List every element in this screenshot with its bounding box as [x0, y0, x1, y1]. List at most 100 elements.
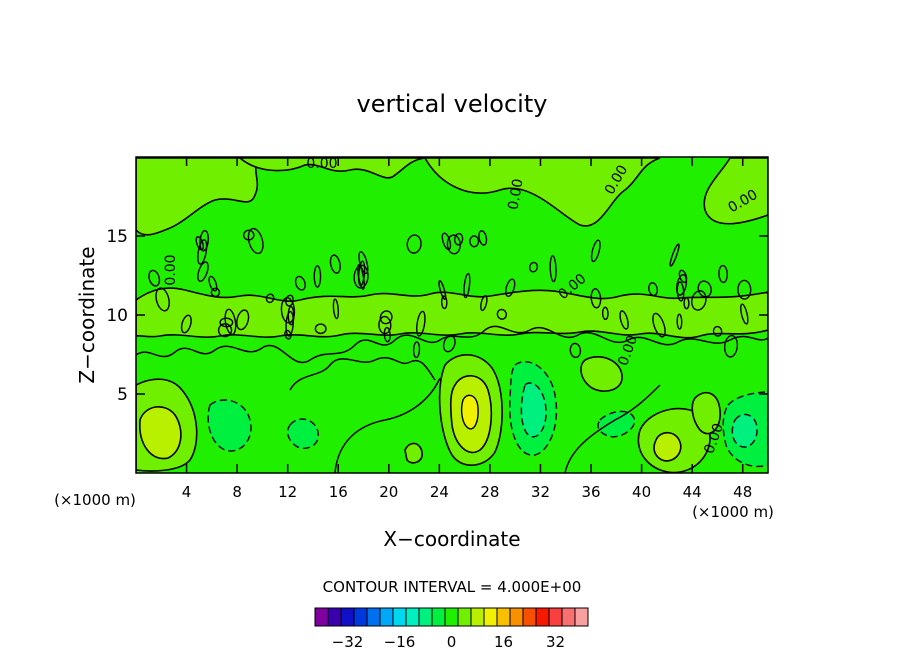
- weak-positive-region: [703, 157, 768, 225]
- zero-contour-line: [564, 384, 661, 473]
- colorbar-swatch: [548, 607, 563, 627]
- colorbar-swatch: [366, 607, 381, 627]
- zero-contour-line: [136, 325, 768, 364]
- strong-negative-region: [520, 382, 547, 438]
- colorbar-tick-label: −16: [384, 633, 416, 651]
- contour-loop: [285, 294, 294, 307]
- contour-loop: [691, 290, 707, 311]
- contour-field: [136, 157, 768, 473]
- weak-positive-region: [691, 391, 721, 435]
- contour-loop: [379, 310, 393, 325]
- weak-positive-region: [423, 157, 661, 227]
- y-tick-label: 10: [106, 306, 128, 326]
- weak-negative-region: [207, 399, 252, 452]
- contour-loop: [242, 229, 255, 241]
- contour-loop: [406, 234, 422, 254]
- contour-interval-label: CONTOUR INTERVAL = 4.000E+00: [323, 578, 582, 596]
- colorbar-ticks: −32 −16 0 16 32: [332, 633, 565, 651]
- colorbar-swatch: [340, 607, 355, 627]
- contour-loop: [683, 297, 690, 310]
- colorbar-tick-label: −32: [332, 633, 364, 651]
- contour-loop: [601, 306, 609, 321]
- weak-positive-region: [580, 356, 623, 392]
- colorbar-swatch: [483, 607, 498, 627]
- x-axis-label: X−coordinate: [383, 527, 520, 551]
- contour-loop: [619, 310, 629, 330]
- contour-loop: [197, 239, 208, 265]
- contour-loop: [441, 232, 452, 251]
- colorbar-swatch: [535, 607, 550, 627]
- contour-loop: [416, 310, 426, 337]
- contour-loop: [197, 261, 209, 282]
- x-tick-label: 8: [232, 483, 242, 501]
- colorbar-swatch: [405, 607, 420, 627]
- contour-loop: [332, 298, 340, 320]
- contour-loop: [329, 254, 341, 274]
- contour-loop: [505, 278, 516, 298]
- contour-loop: [549, 255, 557, 283]
- x-axis: 4 8 12 16 20 24 28 32 36 40 44 48: [182, 157, 752, 501]
- contour-loop: [463, 272, 471, 299]
- contour-loop: [195, 236, 204, 251]
- contour-loop: [478, 230, 488, 246]
- x-tick-label: 4: [182, 483, 192, 501]
- x-tick-label: 44: [683, 483, 702, 501]
- weak-positive-region: [404, 442, 423, 464]
- contour-loop: [378, 315, 392, 335]
- contour-loop: [590, 239, 601, 263]
- contour-loop: [718, 264, 729, 284]
- contour-loop: [676, 274, 688, 296]
- colorbar-swatch: [327, 607, 342, 627]
- contour-loop: [438, 280, 447, 300]
- contour-label: 0.00: [505, 178, 526, 211]
- contour-loop: [314, 323, 327, 335]
- x-tick-label: 24: [430, 483, 449, 501]
- contour-loop: [180, 314, 192, 334]
- colorbar-swatch: [574, 607, 589, 627]
- contour-loop: [353, 264, 369, 289]
- contour-loop: [712, 325, 723, 337]
- weak-positive-region: [136, 157, 262, 236]
- x-unit-label: (×1000 m): [692, 503, 774, 521]
- contour-loop: [723, 334, 739, 358]
- colorbar-tick-label: 0: [447, 633, 457, 651]
- contour-loop: [313, 265, 322, 288]
- contour-loop: [280, 297, 296, 324]
- contour-loop: [676, 313, 683, 330]
- contour-loop: [224, 308, 237, 336]
- colorbar-swatch: [522, 607, 537, 627]
- peak-positive-region: [460, 394, 479, 430]
- colorbar-swatch: [561, 607, 576, 627]
- contour-loop: [740, 303, 749, 325]
- contour-loop: [217, 323, 233, 338]
- zero-contour-line: [289, 357, 436, 391]
- contour-loop: [236, 309, 250, 331]
- weak-positive-region: [237, 157, 426, 179]
- chart-title: vertical velocity: [357, 90, 548, 118]
- x-tick-label: 28: [480, 483, 499, 501]
- y-tick-label: 15: [106, 227, 128, 247]
- colorbar: [314, 607, 589, 627]
- contour-label: 0.00: [163, 254, 179, 285]
- contour-loop: [590, 288, 602, 309]
- x-tick-label: 40: [632, 483, 651, 501]
- contour-loop: [480, 295, 488, 312]
- contour-loop: [208, 275, 218, 292]
- contour-loop: [528, 261, 539, 273]
- contour-loop: [285, 310, 295, 337]
- weak-negative-region: [597, 410, 636, 438]
- colorbar-swatch: [418, 607, 433, 627]
- contour-loop: [148, 269, 161, 287]
- contour-loop: [265, 293, 275, 304]
- weak-positive-region: [136, 287, 768, 339]
- x-tick-label: 12: [278, 483, 297, 501]
- colorbar-tick-label: 16: [494, 633, 513, 651]
- x-tick-label: 16: [329, 483, 348, 501]
- colorbar-swatch: [314, 607, 329, 627]
- contour-loop: [469, 235, 480, 248]
- contour-loop: [737, 279, 752, 300]
- colorbar-swatch: [379, 607, 394, 627]
- colorbar-swatch: [509, 607, 524, 627]
- contour-loop: [453, 232, 464, 246]
